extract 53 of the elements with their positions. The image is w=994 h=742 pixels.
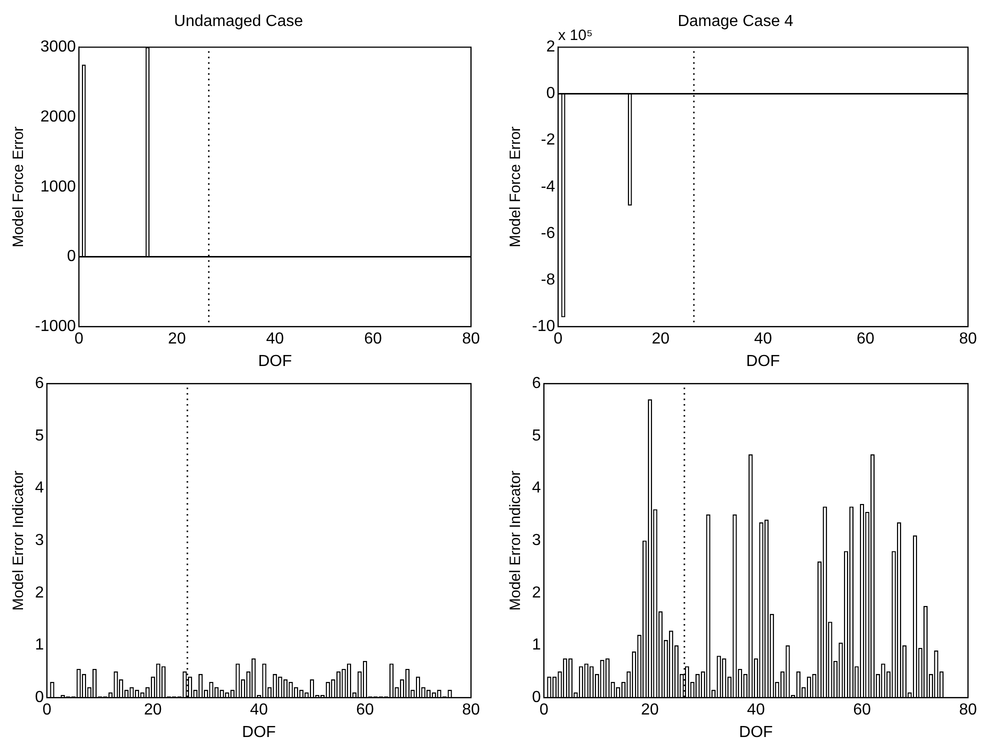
x-axis-title: DOF: [258, 352, 292, 370]
y-tick-label: -1000: [35, 318, 76, 336]
y-tick-label: 1: [34, 636, 44, 654]
x-tick-label: 80: [462, 702, 480, 719]
y-tick-label: 4: [34, 480, 44, 497]
y-tick-label: 3000: [40, 38, 76, 56]
y-tick-label: 0: [67, 248, 76, 266]
y-tick-label: -10: [532, 318, 556, 336]
x-tick-label: 40: [747, 702, 765, 719]
x-axis-title: DOF: [746, 352, 780, 370]
x-tick-label: 20: [168, 330, 186, 348]
y-tick-label: 6: [34, 375, 44, 392]
chart-title: Undamaged Case: [174, 13, 304, 30]
x-tick-label: 60: [356, 702, 374, 719]
y-tick-label: -6: [540, 224, 556, 242]
x-tick-label: 40: [266, 330, 284, 348]
x-tick-label: 40: [250, 702, 268, 719]
x-tick-label: 20: [652, 330, 670, 348]
y-tick-label: 5: [34, 427, 44, 444]
y-tick-label: 0: [532, 689, 541, 706]
y-axis-title: Model Error Indicator: [10, 470, 28, 611]
y-tick-label: 6: [532, 375, 541, 392]
x-tick-label: 60: [856, 330, 875, 348]
x-tick-label: 20: [144, 702, 162, 719]
y-tick-label: 1: [532, 636, 541, 654]
x-tick-label: 80: [959, 702, 977, 719]
y-tick-label: -2: [540, 132, 556, 149]
y-tick-label: 2: [546, 38, 556, 56]
y-tick-label: 5: [532, 427, 541, 444]
y-tick-label: 4: [532, 480, 541, 497]
y-axis-title: Model Force Error: [10, 126, 28, 248]
x-tick-label: 80: [462, 330, 480, 348]
chart-title: Damage Case 4: [678, 13, 794, 30]
x-axis-title: DOF: [739, 724, 774, 741]
y-tick-label: 1000: [40, 178, 76, 196]
y-tick-label: 0: [546, 85, 556, 102]
y-axis-title: Model Error Indicator: [507, 470, 524, 611]
x-tick-label: 20: [641, 702, 659, 719]
y-tick-label: 2: [34, 584, 44, 602]
x-tick-label: 60: [364, 330, 382, 348]
x-tick-label: 40: [754, 330, 772, 348]
y-tick-label: 0: [34, 689, 44, 706]
y-tick-label: -4: [540, 178, 556, 196]
y-tick-label: 2000: [40, 108, 76, 126]
y-tick-label: 2: [532, 584, 541, 602]
text: x 10⁵: [558, 26, 593, 44]
y-tick-label: 3: [34, 532, 44, 550]
y-tick-label: -8: [540, 271, 556, 288]
x-tick-label: 80: [959, 330, 977, 348]
x-axis-title: DOF: [242, 724, 276, 741]
y-tick-label: 3: [532, 532, 541, 550]
x-tick-label: 60: [853, 702, 871, 719]
y-axis-title: Model Force Error: [507, 126, 524, 248]
